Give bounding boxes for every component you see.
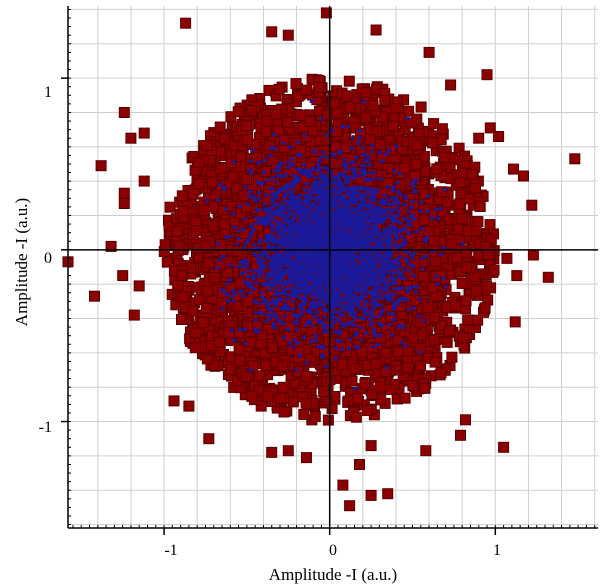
data-point bbox=[331, 107, 343, 119]
data-point bbox=[277, 381, 289, 393]
data-point bbox=[456, 278, 468, 289]
data-point bbox=[301, 84, 313, 96]
data-point bbox=[343, 75, 355, 87]
data-point bbox=[232, 106, 244, 118]
data-point bbox=[344, 101, 356, 113]
data-point bbox=[298, 408, 310, 420]
data-point bbox=[322, 414, 334, 426]
data-point bbox=[472, 314, 484, 326]
data-point bbox=[235, 151, 247, 163]
data-point bbox=[341, 90, 353, 102]
data-point bbox=[290, 78, 302, 90]
data-point bbox=[164, 201, 176, 213]
data-point bbox=[346, 375, 358, 387]
data-point bbox=[159, 239, 171, 251]
data-point bbox=[294, 109, 306, 121]
data-point bbox=[446, 351, 458, 363]
data-point bbox=[484, 219, 496, 231]
data-point bbox=[278, 406, 290, 418]
data-point bbox=[470, 225, 482, 237]
data-point bbox=[415, 101, 427, 113]
data-point bbox=[329, 98, 340, 110]
data-point bbox=[399, 392, 411, 404]
data-points bbox=[62, 7, 581, 512]
data-point bbox=[479, 302, 491, 314]
data-point bbox=[309, 411, 321, 423]
data-point bbox=[427, 137, 439, 149]
data-point bbox=[177, 205, 189, 217]
